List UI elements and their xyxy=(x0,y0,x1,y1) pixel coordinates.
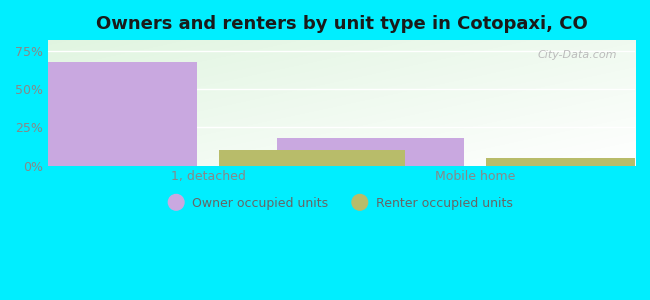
Bar xyxy=(278,138,464,166)
Legend: Owner occupied units, Renter occupied units: Owner occupied units, Renter occupied un… xyxy=(165,192,518,214)
Bar xyxy=(486,158,650,166)
Bar xyxy=(218,150,406,166)
Title: Owners and renters by unit type in Cotopaxi, CO: Owners and renters by unit type in Cotop… xyxy=(96,15,588,33)
Text: City-Data.com: City-Data.com xyxy=(538,50,617,60)
Bar xyxy=(10,61,198,166)
